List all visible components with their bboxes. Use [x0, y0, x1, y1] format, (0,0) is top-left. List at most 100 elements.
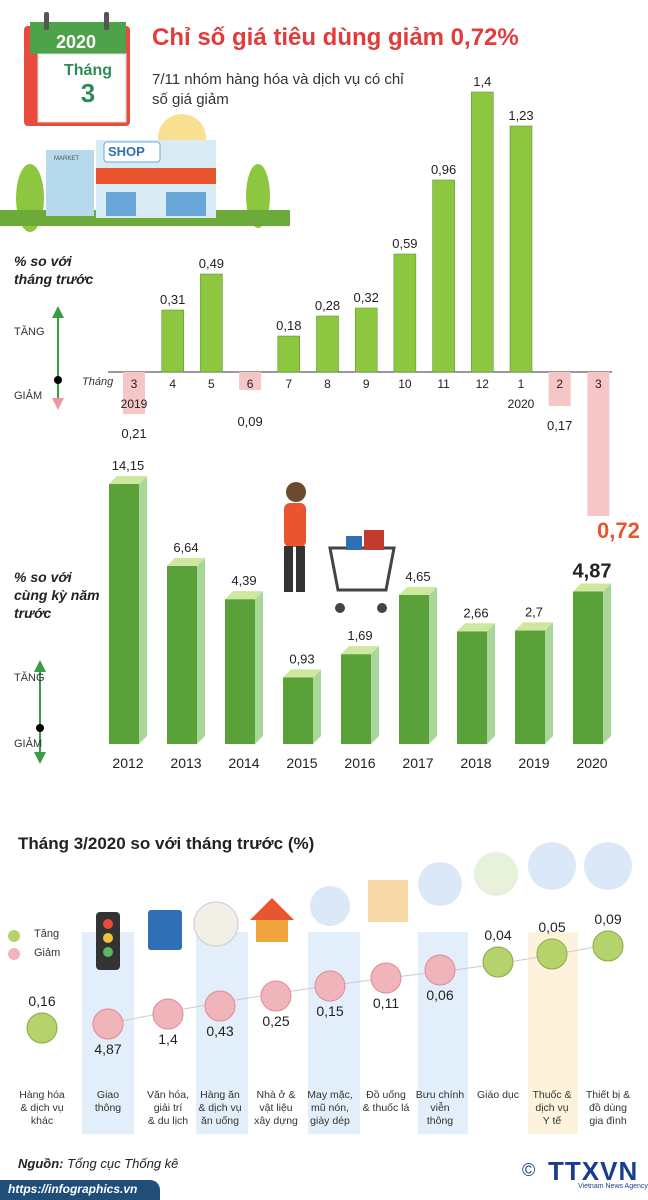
bar-side: [255, 591, 263, 744]
data-label: 0,21: [121, 426, 146, 441]
data-label: 1,69: [347, 628, 372, 643]
category-label: Hàng ăn & dịch vụ ăn uống: [198, 1089, 241, 1127]
logo: TTXVN: [548, 1156, 639, 1186]
calendar-year: 2020: [55, 32, 97, 52]
bar: [399, 594, 429, 744]
bar-side: [371, 646, 379, 744]
yearly-cpi-chart: 14,15 2012 6,64 2013 4,39 2014 0,93 2015 1,69 201…: [109, 460, 611, 771]
source-text: Tổng cục Thống kê: [67, 1156, 179, 1171]
bar-side: [313, 669, 321, 744]
data-label: 0,31: [160, 292, 185, 307]
bar-top: [573, 583, 611, 592]
category-label: Bưu chính viễn thông: [416, 1089, 465, 1127]
data-label: 0,11: [373, 995, 399, 1011]
category-label: Nhà ở & vật liệu xây dựng: [254, 1089, 298, 1127]
shopper-illustration: [284, 482, 396, 613]
bar: [573, 591, 603, 744]
bar-side: [197, 557, 205, 744]
legend-up-dot: [8, 930, 20, 942]
legend-down-label: Giảm: [34, 947, 61, 959]
bar: [457, 631, 487, 744]
chart1-down-label: GIẢM: [14, 390, 43, 402]
category-label: Văn hóa, giải trí & du lịch: [147, 1089, 189, 1127]
monthly-cpi-chart: 0,21 3 0,31 4 0,49 5 0,09 6 0,18 7 0,28 8 0,32 9 0,59 1…: [121, 74, 640, 543]
tick-label: 4: [169, 377, 176, 391]
tick-label: 2020: [576, 755, 607, 771]
tick-label: 5: [208, 377, 215, 391]
bar: [161, 309, 184, 373]
bar: [393, 253, 417, 373]
data-label: 0,09: [237, 414, 262, 429]
dot: [424, 954, 456, 986]
tick-label: 2018: [460, 755, 491, 771]
bar-top: [109, 476, 147, 484]
legend-down-dot: [8, 948, 20, 960]
category-highlight-columns: [82, 932, 578, 1134]
data-label: 4,65: [405, 569, 430, 584]
tick-label: 2012: [112, 755, 143, 771]
tick-label: 2015: [286, 755, 317, 771]
data-label: 14,15: [112, 460, 145, 473]
bar: [341, 654, 371, 744]
bar-top: [515, 622, 553, 631]
bar-side: [603, 583, 611, 744]
chart1-x-axis-label: Tháng: [82, 376, 114, 388]
footer-url[interactable]: https://infographics.vn: [8, 1182, 138, 1196]
shop-illustration: [0, 114, 290, 232]
tick-label: 2013: [170, 755, 201, 771]
tick-label: 8: [324, 377, 331, 391]
category-icons: [96, 842, 632, 970]
legend-up-label: Tăng: [34, 928, 60, 940]
tick-label: 9: [363, 377, 370, 391]
market-sign: MARKET: [54, 156, 80, 162]
data-label: 1,4: [473, 74, 491, 89]
dot: [482, 946, 514, 978]
bar-side: [545, 622, 553, 744]
bar: [277, 335, 301, 373]
source-label: Nguồn:: [18, 1156, 64, 1171]
bar-side: [487, 623, 495, 744]
data-label: 0,09: [594, 911, 621, 927]
calendar-month: Tháng: [64, 62, 112, 79]
tick-label: 2: [556, 377, 563, 391]
bar: [109, 484, 139, 744]
year-label: 2020: [508, 397, 535, 411]
category-label: Thiết bị & đồ dùng gia đình: [586, 1089, 630, 1127]
calendar-icon: [24, 12, 130, 126]
bar: [354, 307, 378, 373]
bar-top: [283, 669, 321, 678]
dot: [26, 1012, 58, 1044]
category-section-title: Tháng 3/2020 so với tháng trước (%): [18, 834, 315, 853]
data-label: 0,06: [426, 987, 453, 1003]
up-down-arrows-2: [34, 660, 46, 764]
category-label: Giáo dục: [477, 1089, 519, 1101]
bar-side: [429, 586, 437, 744]
calendar-day: 3: [80, 78, 96, 108]
bar-top: [167, 557, 205, 566]
dot: [260, 980, 292, 1012]
tick-label: 1: [518, 377, 525, 391]
tick-label: 3: [595, 377, 602, 391]
data-label: 0,28: [315, 298, 340, 313]
data-label: 0,59: [392, 236, 417, 251]
bar: [283, 677, 313, 744]
category-label: Hàng hóa & dịch vụ khác: [19, 1089, 65, 1127]
data-label: 0,72: [597, 518, 640, 543]
copyright-icon: ©: [522, 1160, 536, 1180]
category-label: Đồ uống & thuốc lá: [363, 1089, 410, 1114]
bar-side: [139, 476, 147, 744]
bar: [432, 179, 455, 373]
data-label: 6,64: [173, 540, 198, 555]
year-label: 2019: [121, 397, 148, 411]
bar-top: [457, 623, 495, 632]
dot: [204, 990, 236, 1022]
category-dot-chart: 0,16 4,87 1,4 0,43 0,25 0,15 0,11 0,06 0,04 0,05 0…: [19, 911, 630, 1127]
bar: [548, 372, 571, 406]
tick-label: 6: [247, 377, 254, 391]
data-label: 2,7: [525, 604, 543, 619]
data-label: 1,23: [508, 108, 533, 123]
dot: [92, 1008, 124, 1040]
bar: [123, 372, 145, 414]
data-label: 0,05: [538, 919, 565, 935]
